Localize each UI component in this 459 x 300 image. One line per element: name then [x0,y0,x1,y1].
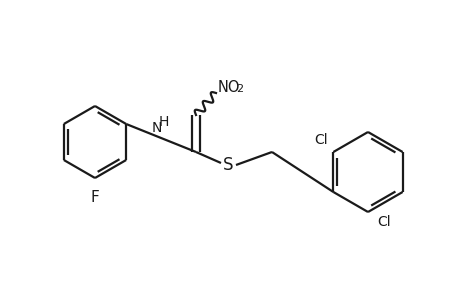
Text: Cl: Cl [376,215,390,229]
Text: Cl: Cl [314,133,327,147]
Text: N: N [151,121,162,135]
Text: H: H [158,115,169,129]
Text: F: F [90,190,99,205]
Text: 2: 2 [235,84,243,94]
Text: S: S [222,156,233,174]
Text: NO: NO [218,80,240,94]
